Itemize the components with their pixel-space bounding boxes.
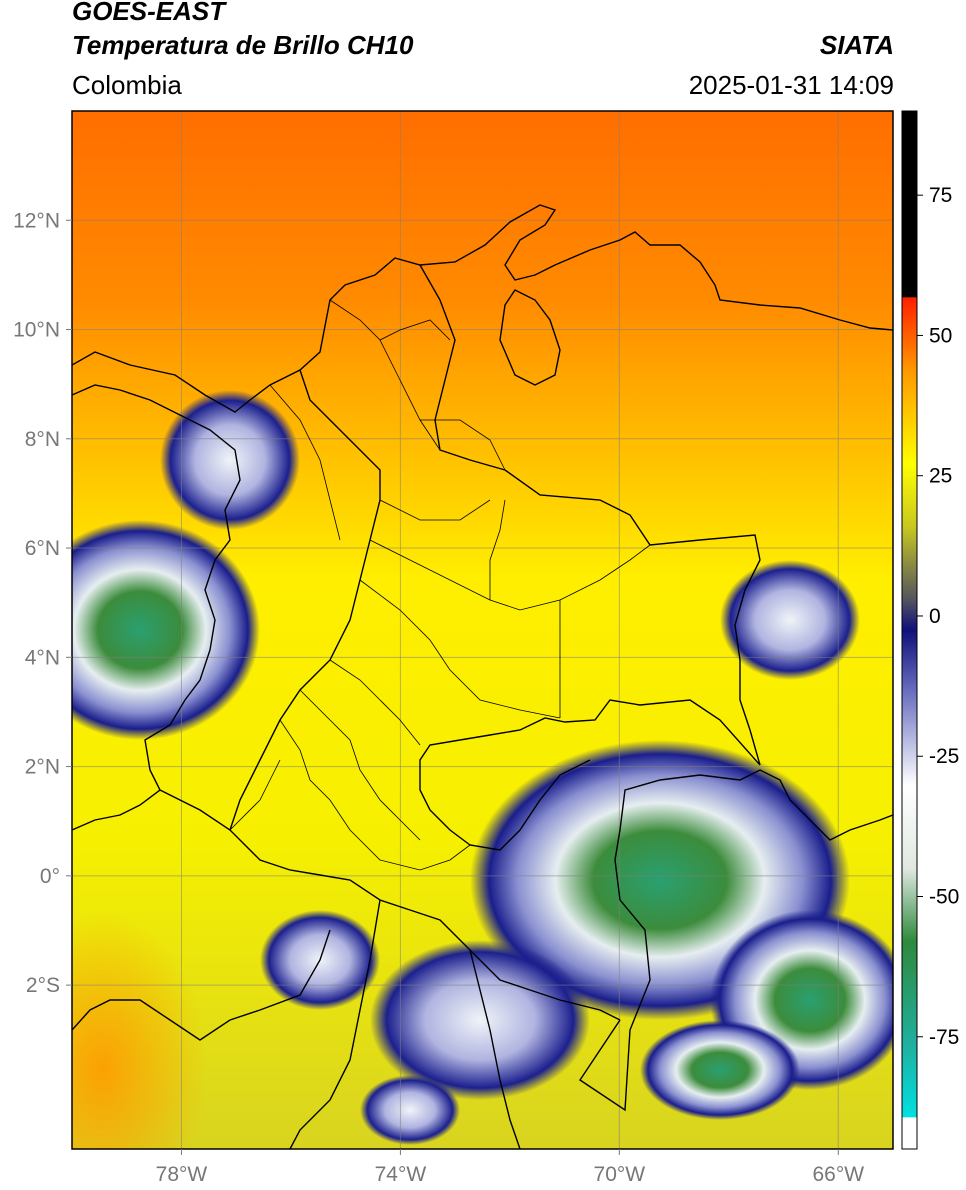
- lat-tick-label: 0°: [40, 865, 60, 888]
- lat-tick-label: 2°N: [25, 756, 60, 779]
- colorbar-scale: [902, 111, 917, 1149]
- lat-tick-label: 12°N: [13, 209, 60, 232]
- colorbar-ticks: 75 50 25 0 -25 -50 -75: [917, 184, 959, 1049]
- colorbar: 75 50 25 0 -25 -50 -75: [902, 111, 959, 1149]
- colorbar-tick-label: -75: [929, 1026, 959, 1049]
- colorbar-tick-label: 50: [929, 324, 952, 347]
- colorbar-tick-label: 0: [929, 605, 941, 628]
- cloud-cluster-brazil: [640, 1020, 800, 1120]
- map-area[interactable]: 12°N 10°N 8°N 6°N 4°N 2°N 0° 2°S 78°W 74°W 70°W 66…: [13, 111, 910, 1186]
- lon-tick-label: 66°W: [812, 1163, 864, 1186]
- lat-tick-label: 6°N: [25, 537, 60, 560]
- colorbar-tick-label: 75: [929, 184, 952, 207]
- lon-tick-label: 74°W: [375, 1163, 427, 1186]
- cloud-cluster-east: [720, 560, 860, 680]
- latitude-axis: 12°N 10°N 8°N 6°N 4°N 2°N 0° 2°S: [13, 209, 72, 997]
- colorbar-tick-label: -50: [929, 886, 959, 909]
- colorbar-tick-label: -25: [929, 745, 959, 768]
- lat-tick-label: 4°N: [25, 646, 60, 669]
- lon-tick-label: 70°W: [594, 1163, 646, 1186]
- lat-tick-label: 2°S: [26, 974, 60, 997]
- lat-tick-label: 8°N: [25, 428, 60, 451]
- lat-tick-label: 10°N: [13, 319, 60, 342]
- lon-tick-label: 78°W: [156, 1163, 208, 1186]
- cloud-cluster-peru: [360, 1075, 460, 1145]
- longitude-axis: 78°W 74°W 70°W 66°W: [156, 1149, 865, 1186]
- colorbar-tick-label: 25: [929, 465, 952, 488]
